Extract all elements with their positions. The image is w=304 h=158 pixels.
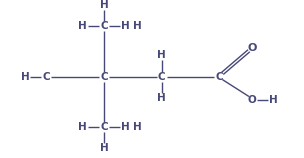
Text: C: C xyxy=(100,72,108,82)
Text: O: O xyxy=(248,95,256,105)
Text: H: H xyxy=(121,21,130,31)
Text: H: H xyxy=(121,122,130,131)
Text: C: C xyxy=(216,72,223,82)
Text: O: O xyxy=(247,43,257,53)
Text: H: H xyxy=(99,143,108,153)
Text: H: H xyxy=(99,0,108,10)
Text: C: C xyxy=(100,21,108,31)
Text: H: H xyxy=(78,21,87,31)
Text: H: H xyxy=(78,122,87,131)
Text: C: C xyxy=(100,122,108,131)
Text: H: H xyxy=(157,50,166,60)
Text: H: H xyxy=(269,95,278,105)
Text: H: H xyxy=(157,93,166,103)
Text: H: H xyxy=(133,122,142,131)
Text: C: C xyxy=(158,72,165,82)
Text: C: C xyxy=(42,72,50,82)
Text: H: H xyxy=(133,21,142,31)
Text: H: H xyxy=(21,72,29,82)
